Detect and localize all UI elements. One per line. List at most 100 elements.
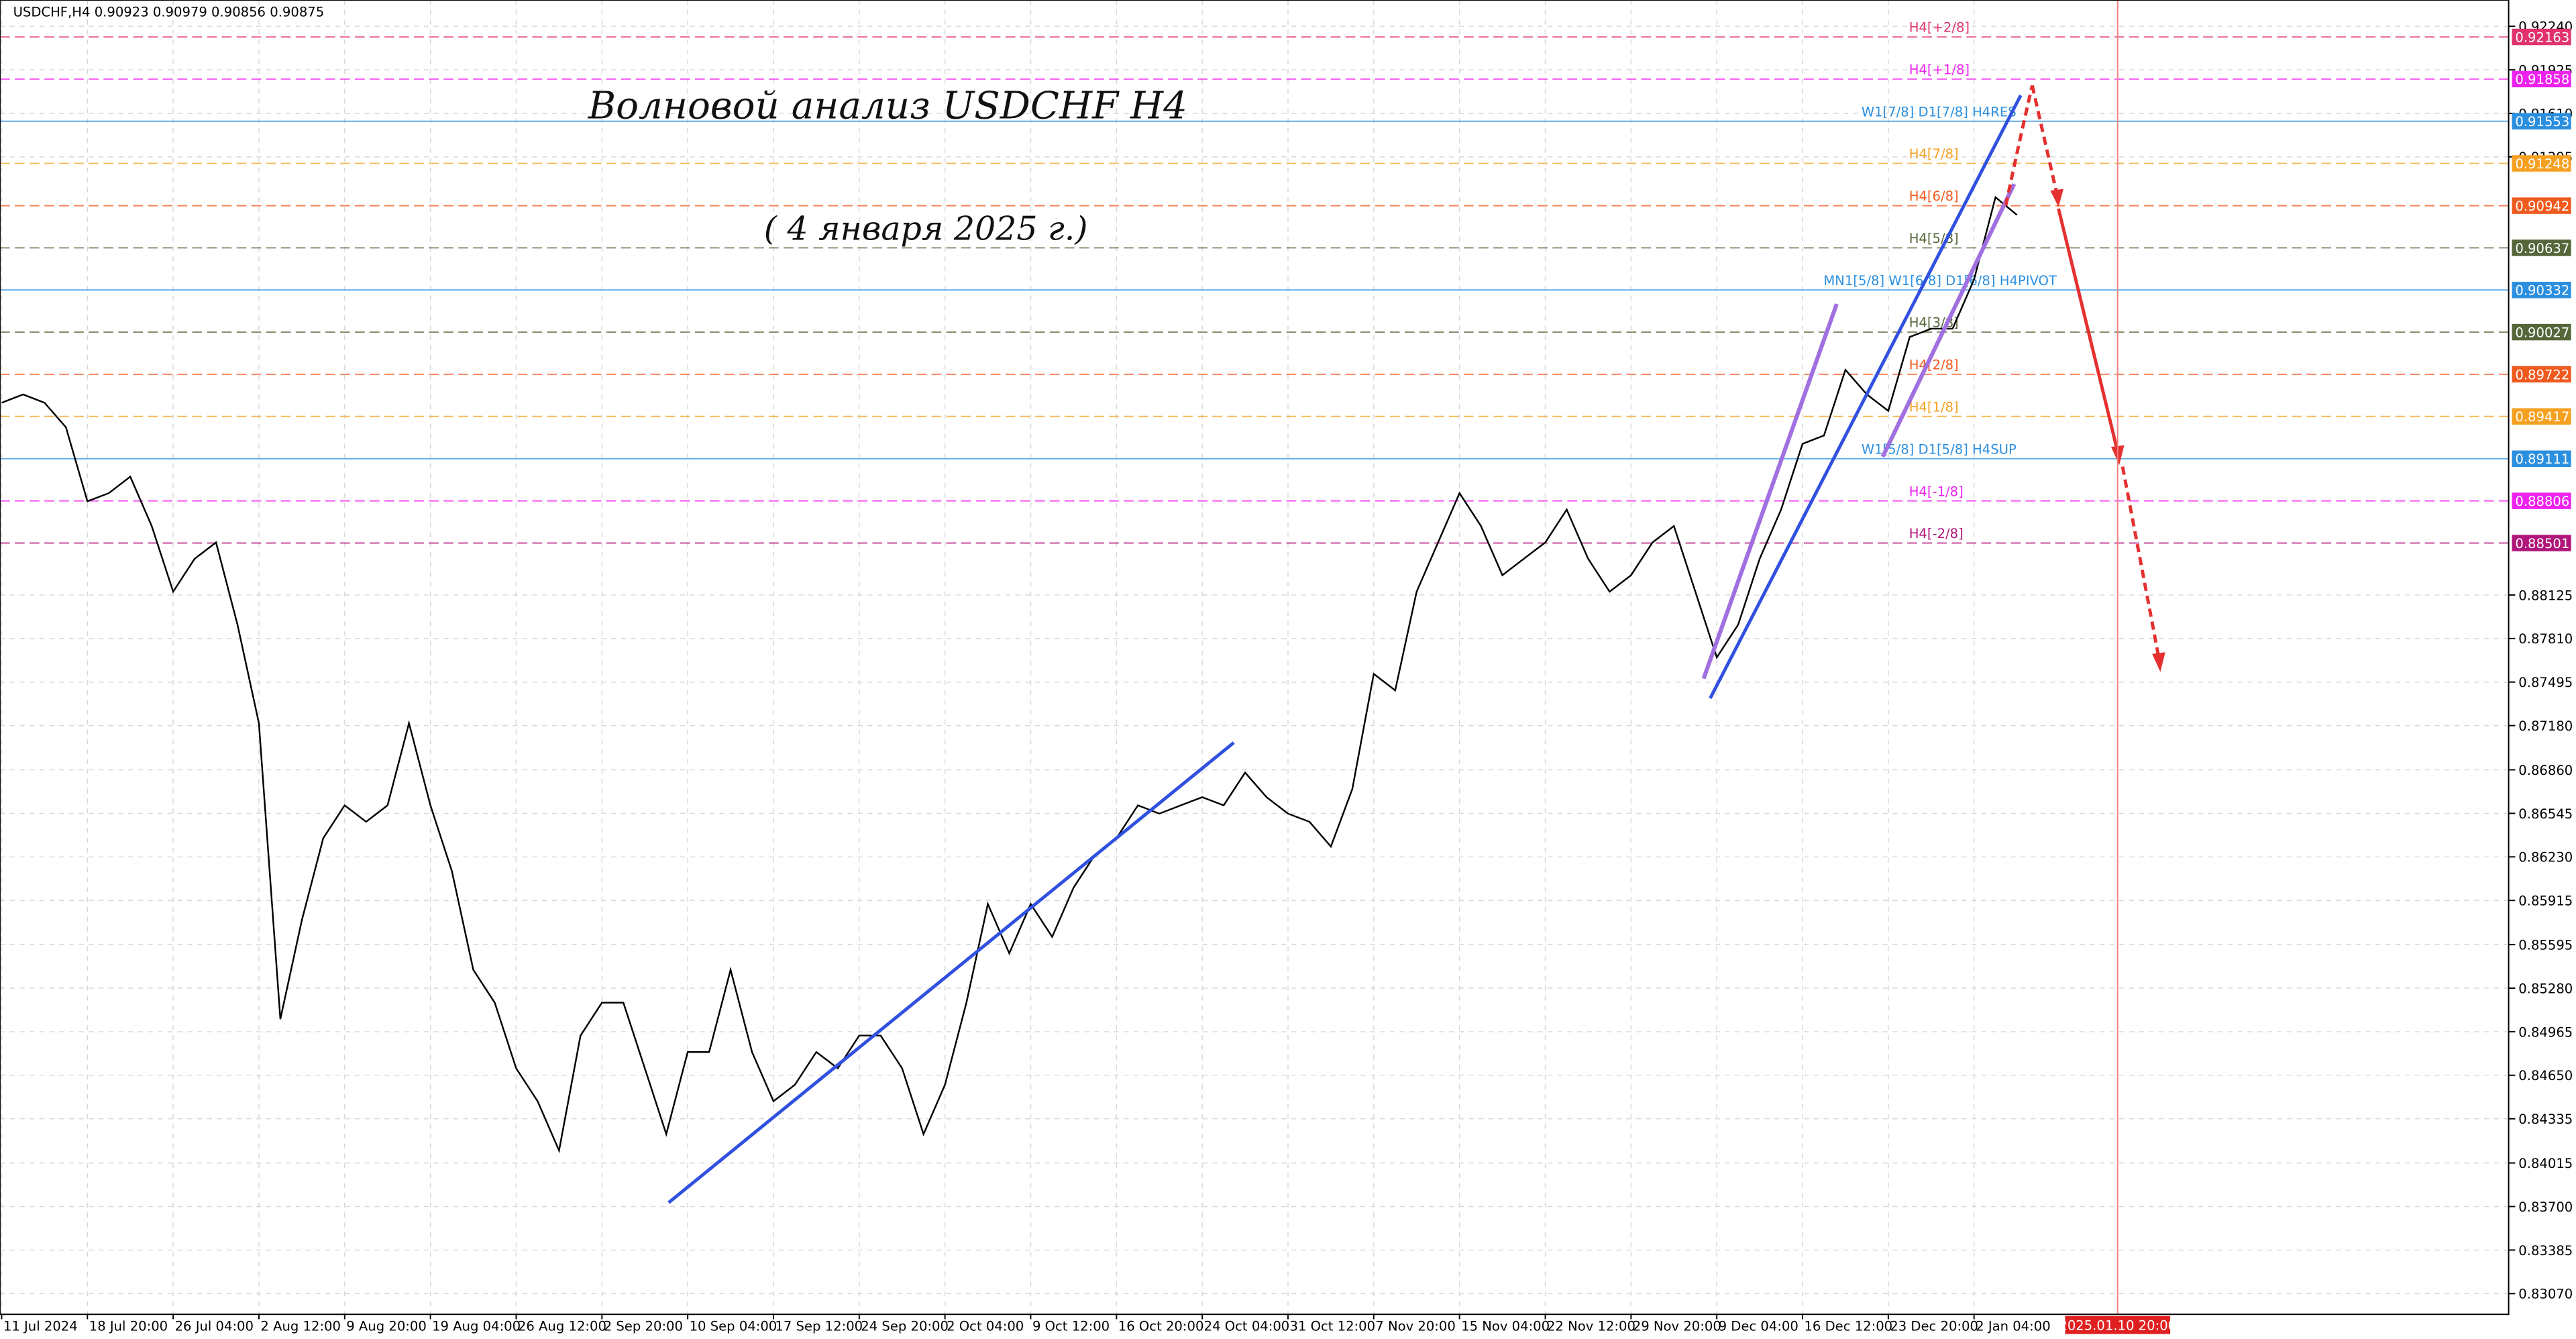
level-price-box (2512, 492, 2571, 509)
level-label: H4[-2/8] (1909, 526, 1964, 541)
x-tick-label: 7 Nov 20:00 (1375, 1319, 1456, 1334)
x-tick-label: 24 Sep 20:00 (861, 1319, 949, 1334)
level-label: W1[7/8] D1[7/8] H4RES (1862, 104, 2017, 119)
level-price: 0.90027 (2515, 325, 2569, 340)
level-label: H4[+2/8] (1909, 20, 1970, 36)
level-label: H4[6/8] (1909, 189, 1959, 204)
level-label: H4[2/8] (1909, 358, 1959, 373)
x-tick-label: 2 Oct 04:00 (947, 1319, 1024, 1334)
level-price: 0.88806 (2515, 494, 2569, 509)
x-tick-label: 9 Aug 20:00 (346, 1319, 427, 1334)
level-price: 0.89722 (2515, 367, 2569, 382)
level-label: H4[1/8] (1909, 399, 1959, 415)
cursor-label: 2025.01.10 20:00 (2059, 1318, 2176, 1333)
level-price: 0.88501 (2515, 536, 2569, 551)
price-line (1, 195, 2018, 1154)
level-price: 0.90942 (2515, 199, 2569, 214)
level-price-box (2512, 323, 2571, 341)
y-tick-label: 0.86860 (2518, 763, 2573, 778)
level-price: 0.90637 (2515, 241, 2569, 256)
x-tick-label: 26 Aug 12:00 (518, 1319, 606, 1334)
level-price-box (2512, 535, 2571, 551)
level-price-box (2512, 450, 2571, 468)
y-tick-label: 0.83070 (2518, 1287, 2573, 1302)
y-tick-label: 0.84015 (2518, 1156, 2573, 1171)
forecast-wave (2030, 85, 2059, 195)
x-tick-label: 9 Oct 12:00 (1032, 1319, 1110, 1334)
x-tick-label: 15 Nov 04:00 (1461, 1319, 1550, 1334)
x-tick-label: 2 Aug 12:00 (260, 1319, 341, 1334)
level-label: MN1[5/8] W1[6/8] D1[6/8] H4PIVOT (1823, 273, 2057, 288)
cursor-label-box (2065, 1316, 2171, 1334)
x-tick-label: 16 Oct 20:00 (1118, 1319, 1204, 1334)
level-price-box (2512, 366, 2571, 383)
plot-frame (0, 0, 2510, 1316)
y-tick-label: 0.87180 (2518, 718, 2573, 734)
y-tick-label: 0.84650 (2518, 1068, 2573, 1083)
level-price-box (2512, 70, 2571, 88)
price-layer (1, 195, 2018, 1154)
level-price: 0.91553 (2515, 114, 2569, 129)
arrow-head (2050, 189, 2063, 207)
level-price-box (2512, 28, 2571, 46)
grid-layer (0, 0, 2509, 1315)
level-price: 0.92163 (2515, 30, 2569, 45)
x-tick-label: 2 Jan 04:00 (1976, 1319, 2051, 1334)
x-tick-label: 17 Sep 12:00 (775, 1319, 863, 1334)
x-tick-label: 19 Aug 04:00 (432, 1319, 521, 1334)
x-tick-label: 11 Jul 2024 (3, 1319, 78, 1334)
x-tick-label: 9 Dec 04:00 (1719, 1319, 1799, 1334)
x-tick-label: 10 Sep 04:00 (690, 1319, 777, 1334)
level-price: 0.89111 (2515, 451, 2569, 467)
y-tick-label: 0.86230 (2518, 850, 2573, 865)
level-label: H4[+1/8] (1909, 62, 1970, 78)
level-price: 0.89417 (2515, 409, 2569, 425)
channel-line (1880, 182, 2017, 458)
trend-line (1709, 94, 2023, 699)
level-price-box (2512, 239, 2571, 256)
y-tick-label: 0.84335 (2518, 1112, 2573, 1127)
y-tick-label: 0.83700 (2518, 1199, 2573, 1215)
level-price-box (2512, 113, 2571, 129)
annotation-date: ( 4 января 2025 г.) (764, 210, 1088, 248)
y-tick-label: 0.85280 (2518, 981, 2573, 996)
x-tick-label: 29 Nov 20:00 (1633, 1319, 1721, 1334)
y-tick-label: 0.87495 (2518, 675, 2573, 690)
level-price: 0.91248 (2515, 156, 2569, 172)
x-tick-label: 2 Sep 20:00 (604, 1319, 683, 1334)
x-tick-label: 24 Oct 04:00 (1204, 1319, 1290, 1334)
level-label: W1[5/8] D1[5/8] H4SUP (1862, 441, 2017, 457)
x-tick-label: 16 Dec 12:00 (1804, 1319, 1892, 1334)
x-tick-label: 22 Nov 12:00 (1547, 1319, 1635, 1334)
x-tick-label: 26 Jul 04:00 (175, 1319, 254, 1334)
axis-layer: 0.922400.919250.916100.912950.881250.878… (1, 19, 2573, 1334)
drawings (667, 0, 2165, 1315)
level-price: 0.91858 (2515, 72, 2569, 87)
y-tick-label: 0.84965 (2518, 1024, 2573, 1040)
level-label: H4[-1/8] (1909, 484, 1964, 499)
x-tick-label: 23 Dec 20:00 (1890, 1319, 1978, 1334)
trend-line (667, 741, 1235, 1204)
y-tick-label: 0.86545 (2518, 806, 2573, 822)
symbol-header: USDCHF,H4 0.90923 0.90979 0.90856 0.9087… (13, 5, 325, 20)
x-tick-label: 31 Oct 12:00 (1289, 1319, 1375, 1334)
levels-layer: H4[+2/8] H4[+1/8] W1[7/8] D1[7/8] H4RES H4[… (0, 20, 2509, 544)
channel-line (1701, 303, 1839, 680)
level-price-box (2512, 282, 2571, 299)
y-tick-label: 0.85915 (2518, 894, 2573, 909)
level-price: 0.90332 (2515, 283, 2569, 299)
level-price-box (2512, 155, 2571, 172)
level-price-box (2512, 197, 2571, 214)
x-tick-label: 18 Jul 20:00 (89, 1319, 168, 1334)
y-tick-label: 0.87810 (2518, 631, 2573, 647)
annotation-title: Волновой анализ USDCHF H4 (588, 84, 1187, 127)
forecast-wave (2121, 466, 2161, 658)
y-tick-label: 0.88125 (2518, 588, 2573, 603)
y-tick-label: 0.83385 (2518, 1243, 2573, 1258)
arrow-head (2152, 652, 2165, 672)
level-price-box (2512, 408, 2571, 425)
forecast-wave (2057, 208, 2120, 453)
level-label: H4[7/8] (1909, 146, 1959, 162)
